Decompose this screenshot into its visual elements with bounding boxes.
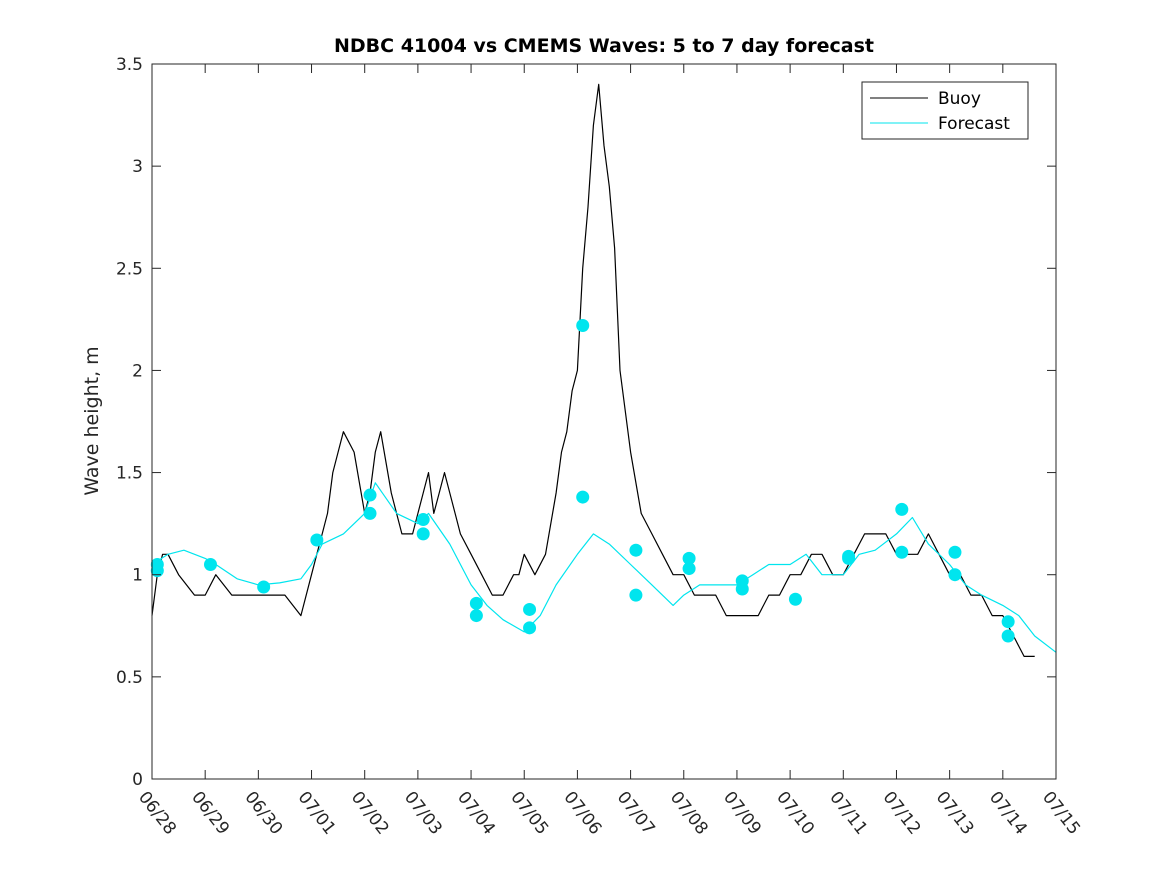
x-tick-label: 06/29	[187, 788, 233, 839]
x-tick-label: 07/03	[400, 788, 446, 839]
x-tick-label: 07/13	[932, 788, 978, 839]
axes: 00.511.522.533.506/28 06/29 06/30 07/01 07/0…	[116, 55, 1084, 839]
y-axis-label: Wave height, m	[81, 346, 103, 495]
forecast-point	[576, 318, 590, 332]
forecast-point	[948, 568, 962, 582]
y-tick-label: 1	[132, 566, 143, 586]
forecast-point	[203, 558, 217, 571]
axes-frame	[151, 63, 1057, 780]
forecast-point	[1001, 629, 1015, 643]
forecast-point	[363, 506, 377, 520]
x-tick-label: 07/02	[347, 788, 393, 839]
forecast-point	[788, 592, 802, 606]
forecast-point	[469, 596, 483, 610]
forecast-point	[523, 621, 537, 635]
series-line-forecast	[151, 482, 1057, 653]
x-tick-label: 07/14	[985, 788, 1031, 839]
x-tick-label: 07/05	[506, 788, 552, 839]
x-tick-label: 07/01	[294, 788, 340, 839]
x-tick-label: 07/09	[719, 788, 765, 839]
x-tick-label: 07/04	[453, 788, 499, 839]
forecast-point	[842, 551, 856, 565]
forecast-point	[363, 488, 377, 502]
y-tick-label: 3.5	[116, 55, 143, 75]
y-tick-label: 3	[132, 157, 143, 177]
x-tick-label: 07/06	[559, 788, 605, 839]
forecast-point	[150, 558, 164, 571]
x-tick-label: 07/10	[772, 788, 818, 839]
y-tick-label: 0	[132, 770, 143, 790]
forecast-point	[735, 574, 749, 588]
y-tick-label: 1.5	[116, 464, 143, 484]
x-tick-label: 07/08	[666, 788, 712, 839]
series-line-buoy	[151, 83, 1035, 657]
forecast-point	[416, 527, 430, 541]
forecast-point	[416, 513, 430, 527]
y-tick-label: 0.5	[116, 668, 143, 688]
forecast-point	[682, 562, 696, 576]
chart-title: NDBC 41004 vs CMEMS Waves: 5 to 7 day fo…	[334, 35, 874, 57]
forecast-point	[310, 533, 324, 547]
forecast-point	[948, 545, 962, 559]
plot-area	[150, 83, 1057, 657]
y-tick-label: 2.5	[116, 259, 143, 279]
forecast-point	[469, 609, 483, 623]
forecast-point	[523, 602, 537, 616]
x-tick-label: 07/15	[1038, 788, 1084, 839]
y-tick-label: 2	[132, 361, 143, 381]
x-tick-label: 06/28	[134, 788, 180, 839]
forecast-point	[629, 588, 643, 602]
forecast-point	[576, 490, 590, 504]
legend: Buoy Forecast	[861, 81, 1029, 140]
legend-forecast-label: Forecast	[938, 114, 1010, 134]
x-tick-label: 07/11	[825, 788, 871, 839]
x-tick-label: 07/07	[613, 788, 659, 839]
forecast-point	[257, 580, 271, 594]
forecast-point	[682, 551, 696, 565]
x-tick-label: 06/30	[240, 788, 286, 839]
forecast-point	[895, 545, 909, 559]
forecast-point	[895, 502, 909, 516]
x-tick-label: 07/12	[879, 788, 925, 839]
forecast-point	[1001, 615, 1015, 629]
forecast-point	[629, 543, 643, 557]
legend-box	[861, 81, 1029, 140]
legend-buoy-label: Buoy	[938, 89, 981, 109]
